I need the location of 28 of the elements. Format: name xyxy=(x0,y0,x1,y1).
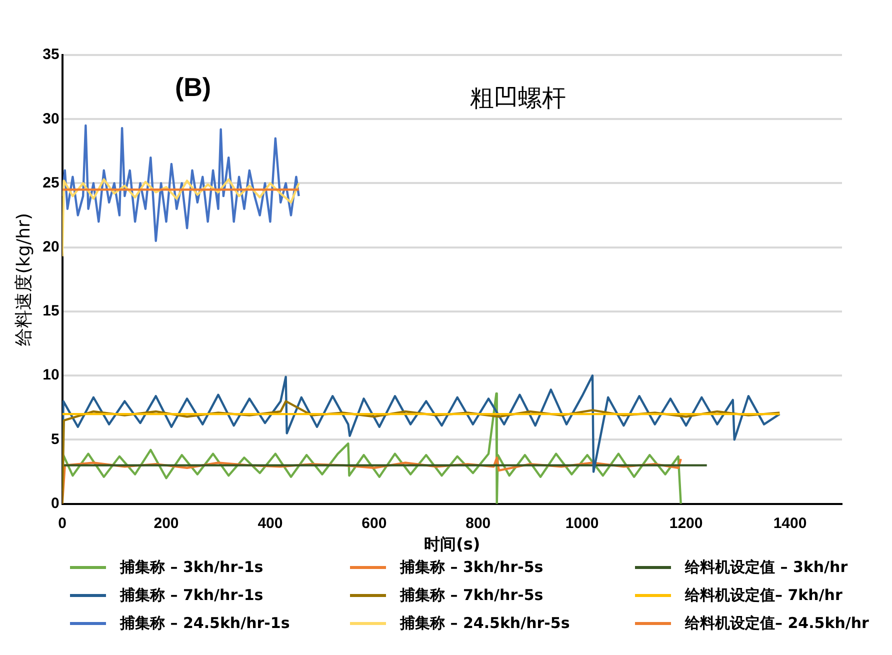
legend-label: 捕集称 – 3kh/hr-5s xyxy=(400,558,544,577)
legend-label: 给料机设定值– 24.5kh/hr xyxy=(685,614,869,633)
legend-label: 捕集称 – 3kh/hr-1s xyxy=(120,558,264,577)
x-tick-label: 200 xyxy=(154,514,179,532)
x-axis-title: 时间(s) xyxy=(424,534,480,554)
y-tick-label: 5 xyxy=(50,430,60,448)
y-tick-label: 15 xyxy=(42,302,60,320)
x-tick-label: 400 xyxy=(258,514,283,532)
text: 粗凹螺杆 xyxy=(470,83,566,114)
legend-label: 捕集称 – 24.5kh/hr-1s xyxy=(120,614,290,633)
legend-label: 捕集称 – 7kh/hr-1s xyxy=(120,586,264,605)
y-tick-label: 30 xyxy=(42,110,60,128)
legend-label: 给料机设定值 – 3kh/hr xyxy=(685,558,848,577)
x-tick-label: 600 xyxy=(362,514,387,532)
x-tick-label: 1000 xyxy=(565,514,599,532)
x-tick-label: 1200 xyxy=(669,514,703,532)
y-tick-label: 10 xyxy=(42,366,60,384)
annotation: (B) xyxy=(175,72,212,103)
y-axis-title: 给料速度(kg/hr) xyxy=(13,213,34,346)
y-tick-label: 0 xyxy=(50,494,60,512)
y-tick-label: 20 xyxy=(42,238,60,256)
legend-label: 捕集称 – 7kh/hr-5s xyxy=(400,586,544,605)
y-tick-label: 25 xyxy=(42,174,60,192)
x-tick-label: 800 xyxy=(466,514,491,532)
legend-label: 捕集称 – 24.5kh/hr-5s xyxy=(400,614,570,633)
legend-label: 给料机设定值– 7kh/hr xyxy=(685,586,842,605)
x-tick-label: 1400 xyxy=(773,514,807,532)
y-tick-label: 35 xyxy=(42,46,60,64)
